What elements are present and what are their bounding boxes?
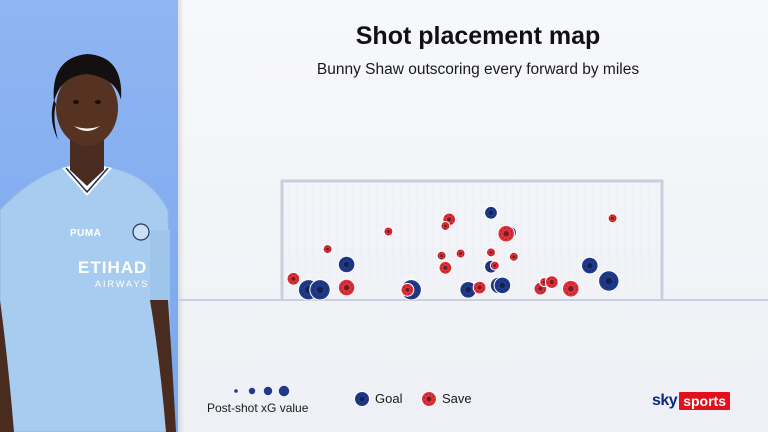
shot-point-save [436,250,447,261]
shot-point-save [472,280,487,295]
shot-point-goal [581,256,599,275]
shot-point-save [562,279,580,298]
shot-point-save [508,251,519,262]
player-photo [0,54,176,432]
shot-point-save [440,221,451,231]
goal-frame [280,179,664,300]
legend [234,385,437,407]
kit-sponsor: ETIHAD [78,258,148,277]
shot-point-save [489,260,500,271]
legend-goal-icon [354,391,370,407]
sports-wordmark: sports [679,392,730,410]
shot-point-goal [493,276,512,295]
player-panel: PUMA ETIHAD AIRWAYS [0,0,178,432]
legend-goal-label: Goal [375,391,403,406]
shot-point-save [544,275,559,290]
sky-sports-logo: sky sports [652,391,730,411]
legend-save-icon [421,391,437,407]
shot-point-save [383,226,394,237]
shot-point-save [337,278,356,297]
shot-point-save [455,248,466,259]
shot-point-goal [309,279,331,301]
shot-point-goal [598,270,620,292]
shot-point-save [322,244,333,255]
shot-point-goal [484,205,498,220]
legend-xg-label: Post-shot xG value [207,401,309,415]
shot-point-save [607,213,618,224]
chart-subtitle: Bunny Shaw outscoring every forward by m… [316,61,640,78]
shot-point-save [438,260,453,275]
shot-point-save [400,282,415,297]
legend-xg-dot [278,385,290,397]
kit-sponsor-sub: AIRWAYS [95,279,150,289]
legend-xg-dot [234,389,238,393]
shots-layer [286,205,620,301]
legend-save-label: Save [442,391,472,406]
legend-xg-dot [263,386,273,396]
shot-point-save [486,247,496,258]
sky-wordmark: sky [652,392,678,409]
legend-xg-dot [248,387,256,395]
shot-point-save [497,224,516,243]
panel-edge [178,0,184,432]
shot-point-save [286,271,301,286]
kit-brand: PUMA [70,228,102,239]
shot-point-goal [337,255,356,274]
chart-title: Shot placement map [355,22,601,50]
